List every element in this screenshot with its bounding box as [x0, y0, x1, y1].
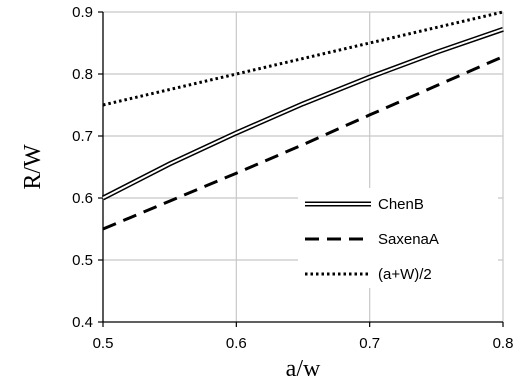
- series-line-1: [102, 55, 504, 231]
- y-tick-label-1: 0.5: [72, 252, 93, 269]
- axes: [98, 11, 504, 327]
- x-tick-label-0: 0.5: [93, 335, 114, 352]
- y-tick-label-3: 0.7: [72, 128, 93, 145]
- series-line-0-outer: [101, 26, 504, 201]
- legend-label-0: ChenB: [378, 196, 424, 213]
- series-line-1-stroke: [102, 55, 504, 231]
- x-tick-label-3: 0.8: [493, 335, 514, 352]
- x-tick-label-1: 0.6: [226, 335, 247, 352]
- legend-label-1: SaxenaA: [378, 231, 439, 248]
- legend: ChenB SaxenaA (a+W)/2: [298, 188, 498, 288]
- x-tick-label-2: 0.7: [359, 335, 380, 352]
- series-line-0-inner: [102, 28, 504, 199]
- legend-label-2: (a+W)/2: [378, 266, 432, 283]
- y-tick-label-0: 0.4: [72, 314, 93, 331]
- series-line-2: [102, 10, 504, 107]
- series: [101, 10, 504, 231]
- y-axis-title: R/W: [20, 144, 46, 190]
- series-line-2-stroke: [102, 10, 504, 107]
- series-line-0: [101, 26, 504, 201]
- y-tick-label-2: 0.6: [72, 190, 93, 207]
- tick-labels: 0.40.50.60.70.80.90.5 0.6 0.7 0.8: [72, 4, 513, 352]
- y-tick-label-5: 0.9: [72, 4, 93, 21]
- x-axis-title: a/w: [286, 356, 321, 382]
- y-tick-label-4: 0.8: [72, 66, 93, 83]
